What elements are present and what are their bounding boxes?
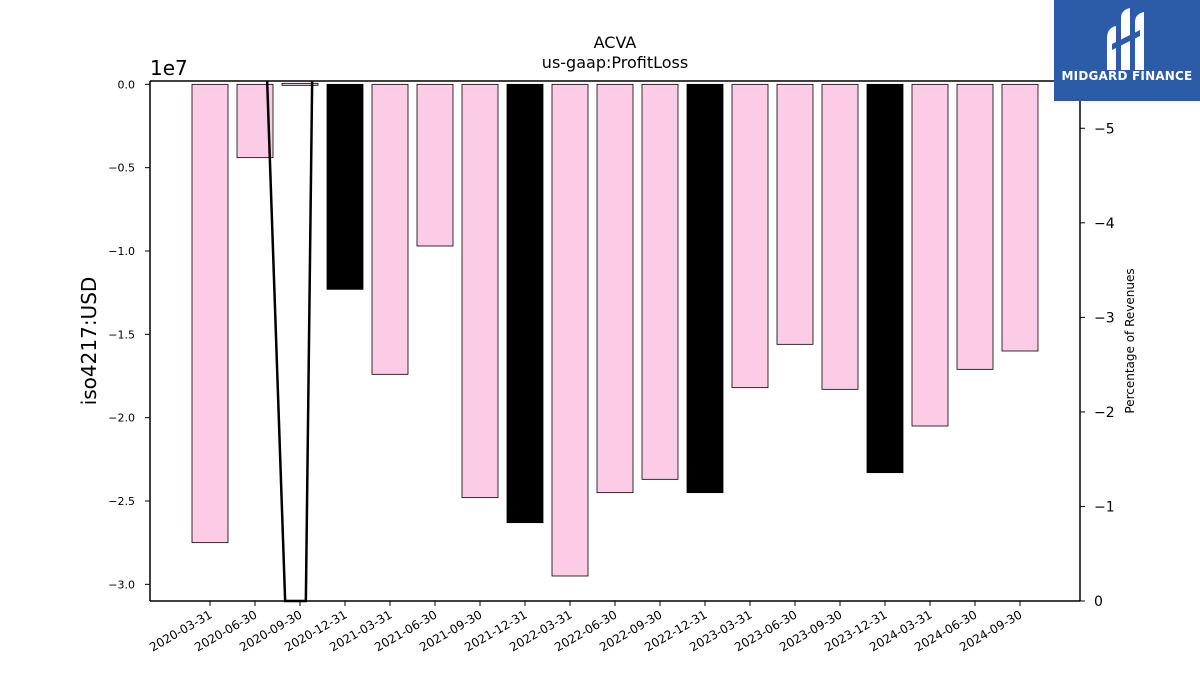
y2-tick-label: 0 <box>1094 594 1103 610</box>
percentage-of-revenues-line <box>265 80 314 603</box>
bar-2022-12-31 <box>686 83 724 494</box>
y2-tick-label: −1 <box>1094 499 1115 515</box>
y2-tick-label: −2 <box>1094 405 1115 421</box>
bar-2024-03-31 <box>911 83 949 427</box>
logo-mark-icon <box>1107 8 1144 70</box>
bar-2021-06-30 <box>416 83 454 247</box>
chart-subtitle: us-gaap:ProfitLoss <box>542 53 688 72</box>
y2-tick-label: −4 <box>1094 216 1115 232</box>
y-tick-label: −0.5 <box>108 162 135 175</box>
bar-2022-03-31 <box>551 83 589 577</box>
y2-axis-label: Percentage of Revenues <box>1123 268 1137 413</box>
midgard-finance-logo: MIDGARD FINANCE <box>1054 0 1200 101</box>
bar-2023-09-30 <box>821 83 859 390</box>
bar-2022-09-30 <box>641 83 679 480</box>
bar-2023-06-30 <box>776 83 814 345</box>
logo-text: MIDGARD FINANCE <box>1061 69 1193 83</box>
bar-2023-03-31 <box>731 83 769 389</box>
bar-2024-09-30 <box>1001 83 1039 352</box>
y-tick-label: −2.0 <box>108 412 135 425</box>
y2-tick-label: −5 <box>1094 121 1115 137</box>
bar-2021-03-31 <box>371 83 409 375</box>
y2-tick-label: −3 <box>1094 310 1115 326</box>
bar-2022-06-30 <box>596 83 634 494</box>
bar-2021-09-30 <box>461 83 499 499</box>
chart-title: ACVA <box>594 33 637 52</box>
bar-2023-12-31 <box>866 83 904 474</box>
bar-2020-09-30 <box>281 82 319 86</box>
bar-2020-12-31 <box>326 83 364 290</box>
y-axis-label: iso4217:USD <box>77 277 101 406</box>
bar-2021-12-31 <box>506 83 544 524</box>
y-tick-label: −1.5 <box>108 328 135 341</box>
y-tick-label: 0.0 <box>118 78 136 91</box>
y-tick-label: −3.0 <box>108 578 135 591</box>
y-offset-label: 1e7 <box>150 56 188 80</box>
y-tick-label: −1.0 <box>108 245 135 258</box>
bar-2024-06-30 <box>956 83 994 370</box>
bar-2020-03-31 <box>191 83 229 544</box>
y-tick-label: −2.5 <box>108 495 135 508</box>
